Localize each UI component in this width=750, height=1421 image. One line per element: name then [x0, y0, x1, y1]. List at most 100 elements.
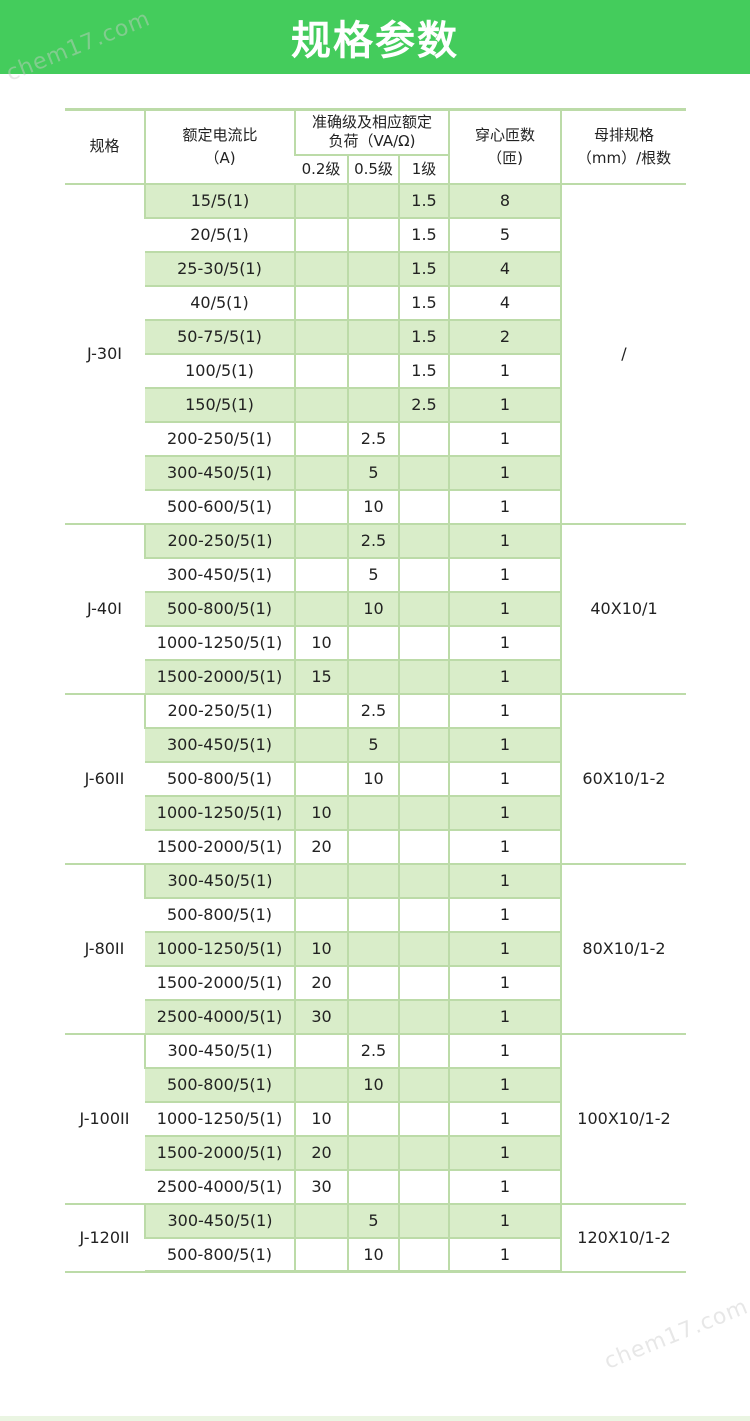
ratio-cell: 200-250/5(1) [145, 421, 295, 457]
turns-cell: 1 [448, 1101, 561, 1137]
table-row: 1000-1250/5(1) 10 1 [65, 795, 686, 831]
ratio-cell: 500-800/5(1) [145, 761, 295, 797]
grade-02-cell: 30 [294, 1169, 348, 1205]
table-row: 1500-2000/5(1) 20 1 [65, 829, 686, 865]
table-row: 20/5(1) 1.5 5 [65, 217, 686, 253]
grade-1-cell [398, 1101, 449, 1137]
turns-cell: 1 [448, 897, 561, 933]
turns-cell: 1 [448, 1067, 561, 1103]
grade-1-cell [398, 1135, 449, 1171]
turns-cell: 1 [448, 999, 561, 1035]
grade-1-cell: 1.5 [398, 285, 449, 321]
ratio-cell: 100/5(1) [145, 353, 295, 389]
ratio-cell: 500-800/5(1) [145, 591, 295, 627]
turns-cell: 1 [448, 965, 561, 1001]
turns-cell: 1 [448, 761, 561, 797]
table-row: 500-800/5(1) 1 [65, 897, 686, 933]
ratio-cell: 500-800/5(1) [145, 1237, 295, 1273]
grade-05-cell [347, 863, 399, 899]
grade-02-cell [294, 761, 348, 797]
grade-02-cell: 10 [294, 1101, 348, 1137]
grade-05-cell: 5 [347, 557, 399, 593]
turns-cell: 1 [448, 489, 561, 525]
grade-02-cell [294, 183, 348, 219]
ratio-cell: 200-250/5(1) [144, 523, 295, 559]
ratio-cell: 50-75/5(1) [145, 319, 295, 355]
model-cell: J-120II [65, 1203, 145, 1273]
grade-05-cell: 10 [347, 761, 399, 797]
turns-cell: 1 [448, 1237, 561, 1273]
busbar-cell: 100X10/1-2 [560, 1033, 686, 1205]
grade-05-cell [347, 829, 399, 865]
model-cell: J-30I [65, 183, 145, 525]
grade-1-cell [398, 489, 449, 525]
grade-1-cell [398, 421, 449, 457]
ratio-cell: 300-450/5(1) [145, 557, 295, 593]
grade-02-cell [294, 353, 348, 389]
table-row: 40/5(1) 1.5 4 [65, 285, 686, 321]
grade-02-cell [294, 727, 348, 763]
ratio-cell: 300-450/5(1) [145, 727, 295, 763]
table-row: 2500-4000/5(1) 30 1 [65, 1169, 686, 1205]
table-row: 1000-1250/5(1) 10 1 [65, 625, 686, 661]
model-cell: J-40I [65, 523, 145, 695]
grade-1-cell [398, 795, 449, 831]
grade-05-cell: 2.5 [347, 421, 399, 457]
header-accuracy: 准确级及相应额定 负荷（VA/Ω) [294, 108, 449, 156]
grade-05-cell [347, 625, 399, 661]
table-row: J-120II 300-450/5(1) 5 1 120X10/1-2 [65, 1203, 686, 1273]
table-row: 1500-2000/5(1) 15 1 [65, 659, 686, 695]
grade-02-cell [294, 1033, 348, 1069]
table-row: J-80II 300-450/5(1) 1 80X10/1-2 [65, 863, 686, 1035]
turns-cell: 1 [448, 727, 561, 763]
grade-05-cell: 10 [347, 1067, 399, 1103]
table-row: 500-800/5(1) 10 1 [65, 761, 686, 797]
busbar-cell: 60X10/1-2 [560, 693, 686, 865]
ratio-cell: 1000-1250/5(1) [145, 625, 295, 661]
turns-cell: 1 [448, 1135, 561, 1171]
grade-05-cell: 5 [347, 1203, 399, 1239]
grade-05-cell [347, 285, 399, 321]
model-cell: J-60II [65, 693, 145, 865]
turns-cell: 1 [448, 421, 561, 457]
ratio-cell: 25-30/5(1) [145, 251, 295, 287]
grade-05-cell [347, 931, 399, 967]
grade-02-cell: 10 [294, 931, 348, 967]
grade-02-cell [294, 217, 348, 253]
header-grade-05: 0.5级 [347, 154, 399, 185]
grade-1-cell [398, 1033, 449, 1069]
grade-1-cell [398, 455, 449, 491]
grade-1-cell [398, 1169, 449, 1205]
ratio-cell: 300-450/5(1) [144, 1203, 295, 1239]
grade-02-cell: 10 [294, 795, 348, 831]
grade-05-cell [347, 319, 399, 355]
ratio-cell: 1000-1250/5(1) [145, 795, 295, 831]
grade-02-cell: 30 [294, 999, 348, 1035]
turns-cell: 1 [448, 693, 561, 729]
table-body: J-30I 15/5(1) 1.5 8/20/5(1) 1.5 5 25-30/5(1) 1.… [65, 183, 686, 1273]
table-row: 1500-2000/5(1) 20 1 [65, 965, 686, 1001]
grade-02-cell [294, 557, 348, 593]
table-row: 1000-1250/5(1) 10 1 [65, 931, 686, 967]
grade-02-cell [294, 863, 348, 899]
grade-05-cell [347, 965, 399, 1001]
header-busbar: 母排规格 （mm）/根数 [560, 108, 686, 185]
grade-02-cell [294, 455, 348, 491]
ratio-cell: 500-800/5(1) [145, 1067, 295, 1103]
model-cell: J-80II [65, 863, 145, 1035]
ratio-cell: 20/5(1) [145, 217, 295, 253]
grade-02-cell [294, 1067, 348, 1103]
model-cell: J-100II [65, 1033, 145, 1205]
table-row: 500-800/5(1) 10 1 [65, 591, 686, 627]
grade-1-cell [398, 897, 449, 933]
grade-1-cell [398, 625, 449, 661]
grade-02-cell [294, 897, 348, 933]
ratio-cell: 15/5(1) [144, 183, 295, 219]
table-row: 300-450/5(1) 5 1 [65, 557, 686, 593]
grade-1-cell [398, 659, 449, 695]
grade-1-cell [398, 591, 449, 627]
turns-cell: 1 [448, 1033, 561, 1069]
table-row: J-100II 300-450/5(1) 2.5 1 100X10/1-2 [65, 1033, 686, 1205]
grade-02-cell [294, 421, 348, 457]
grade-05-cell [347, 795, 399, 831]
